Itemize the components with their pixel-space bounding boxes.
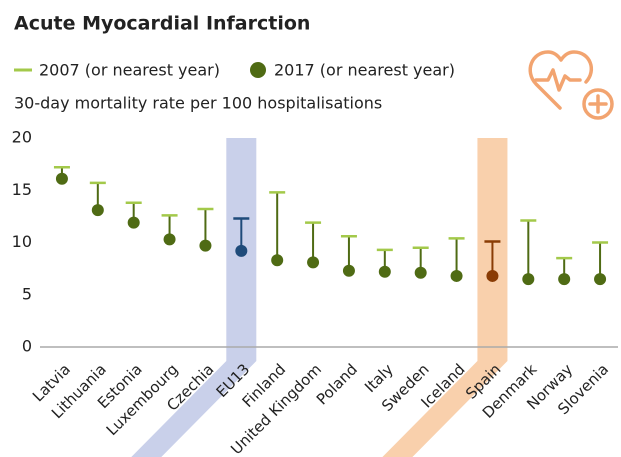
marker-2017: [127, 216, 140, 229]
marker-2017: [486, 269, 499, 282]
legend-swatch-2017: [250, 62, 266, 78]
marker-2017: [342, 264, 355, 277]
y-tick-label: 10: [12, 232, 32, 251]
marker-2017: [163, 233, 176, 246]
highlight-bands: [131, 138, 508, 457]
chart-title: Acute Myocardial Infarction: [14, 13, 310, 35]
marker-2017: [378, 265, 391, 278]
marker-2017: [594, 273, 607, 286]
marker-2017: [235, 244, 248, 257]
highlight-band: [131, 138, 257, 457]
y-tick-label: 15: [12, 180, 32, 199]
highlight-band: [382, 138, 508, 457]
marker-2017: [450, 269, 463, 282]
y-tick-label: 5: [22, 284, 32, 303]
heart-outline: [528, 50, 594, 110]
pulse-line: [534, 68, 582, 92]
x-tick-label: Poland: [313, 360, 361, 408]
chart-subtitle: 30-day mortality rate per 100 hospitalis…: [14, 94, 382, 113]
marker-2017: [55, 172, 68, 185]
y-tick-label: 20: [12, 128, 32, 147]
legend-label: 2017 (or nearest year): [274, 61, 455, 80]
marker-2017: [271, 254, 284, 267]
plus-circle: [582, 88, 614, 120]
y-tick-label: 0: [22, 337, 32, 356]
marker-2017: [522, 273, 535, 286]
marker-2017: [558, 273, 571, 286]
marker-2017: [414, 266, 427, 279]
plus-sign: [588, 94, 608, 114]
legend-label: 2007 (or nearest year): [39, 61, 220, 80]
marker-2017: [307, 256, 320, 269]
marker-2017: [199, 239, 212, 252]
marker-2017: [91, 204, 104, 217]
heart-icon: [528, 50, 614, 120]
